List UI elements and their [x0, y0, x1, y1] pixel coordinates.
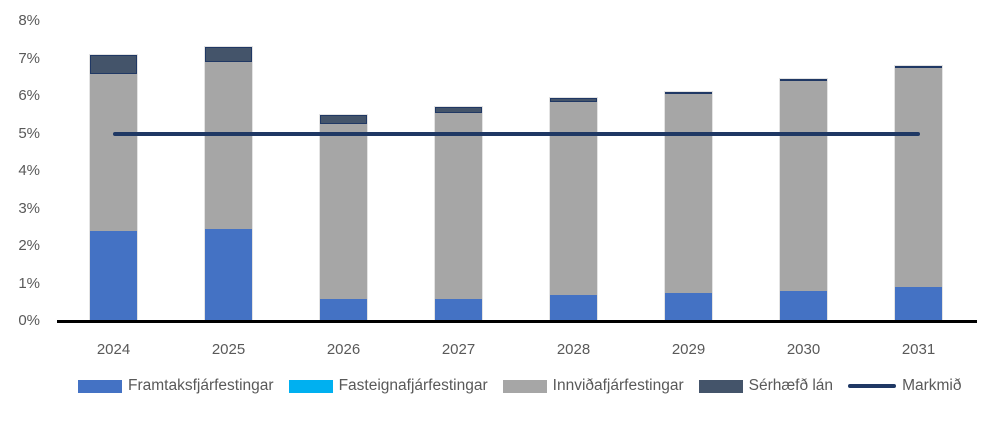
bar-segment-2030-s-rh-f-l-n	[780, 79, 827, 81]
bar-2030	[780, 79, 827, 321]
bar-segment-2028-innvi-afj-rfestingar	[550, 101, 597, 295]
bar-2024	[90, 54, 137, 321]
legend-item-framtaksfj-rfestingar: Framtaksfjárfestingar	[78, 377, 274, 395]
bar-segment-2025-s-rh-f-l-n	[205, 47, 252, 63]
y-axis-tick-5: 5%	[18, 124, 40, 142]
s-rh-f-l-n-legend-swatch-icon	[698, 379, 743, 393]
innvi-afj-rfestingar-legend-swatch-icon	[502, 379, 547, 393]
bar-segment-2026-s-rh-f-l-n	[320, 114, 367, 125]
bar-segment-2027-s-rh-f-l-n	[435, 107, 482, 113]
y-axis-tick-8: 8%	[18, 12, 40, 29]
framtaksfj-rfestingar-legend-swatch-icon	[78, 379, 122, 393]
x-axis-label-2031: 2031	[901, 341, 936, 358]
bar-segment-2024-framtaksfj-rfestingar	[90, 231, 137, 321]
legend-label-fasteignafj-rfestingar: Fasteignafjárfestingar	[338, 377, 488, 394]
x-axis-label-2025: 2025	[211, 341, 246, 358]
bar-segment-2028-s-rh-f-l-n	[550, 97, 597, 102]
legend-label-s-rh-f-l-n: Sérhæfð lán	[748, 377, 834, 394]
bar-2029	[665, 92, 712, 321]
bar-segment-2025-innvi-afj-rfestingar	[205, 62, 252, 230]
legend-item-innvi-afj-rfestingar: Innviðafjárfestingar	[502, 377, 684, 395]
bar-segment-2027-framtaksfj-rfestingar	[435, 298, 482, 321]
legend-item-s-rh-f-l-n: Sérhæfð lán	[698, 377, 834, 395]
bar-segment-2030-framtaksfj-rfestingar	[780, 291, 827, 321]
bar-segment-2030-innvi-afj-rfestingar	[780, 81, 827, 291]
markmi-legend-line-icon	[848, 384, 897, 388]
x-axis-label-2030: 2030	[786, 341, 821, 358]
bar-2025	[205, 47, 252, 321]
fasteignafj-rfestingar-legend-swatch-icon	[288, 379, 333, 393]
bar-segment-2029-framtaksfj-rfestingar	[665, 292, 712, 321]
chart-legend: Framtaksfjárfestingar Fasteignafjárfestin…	[78, 375, 961, 397]
x-axis-label-2024: 2024	[96, 341, 131, 358]
bar-segment-2031-innvi-afj-rfestingar	[895, 67, 942, 288]
x-axis-label-2026: 2026	[326, 341, 361, 358]
bar-2031	[895, 65, 942, 321]
x-axis-label-2029: 2029	[671, 341, 706, 358]
bar-segment-2031-framtaksfj-rfestingar	[895, 287, 942, 321]
x-axis-label-2028: 2028	[556, 341, 591, 358]
y-axis-tick-4: 4%	[18, 162, 40, 179]
bar-2026	[320, 114, 367, 321]
bar-2027	[435, 107, 482, 321]
legend-label-innvi-afj-rfestingar: Innviðafjárfestingar	[552, 377, 684, 394]
bar-segment-2027-innvi-afj-rfestingar	[435, 112, 482, 299]
y-axis-tick-0: 0%	[18, 312, 40, 329]
legend-label-markmi: Markmið	[902, 377, 962, 394]
bar-segment-2031-s-rh-f-l-n	[895, 65, 942, 68]
y-axis-tick-1: 1%	[18, 274, 40, 292]
bar-segment-2025-framtaksfj-rfestingar	[205, 229, 252, 321]
x-axis-line	[57, 320, 977, 323]
bar-segment-2029-innvi-afj-rfestingar	[665, 94, 712, 293]
target-line-markmi	[113, 131, 920, 136]
y-axis-tick-7: 7%	[18, 49, 40, 67]
legend-item-markmi: Markmið	[848, 377, 961, 395]
y-axis-tick-6: 6%	[18, 87, 40, 104]
bar-segment-2026-innvi-afj-rfestingar	[320, 124, 367, 299]
bar-segment-2029-s-rh-f-l-n	[665, 92, 712, 95]
bar-segment-2026-framtaksfj-rfestingar	[320, 298, 367, 321]
bar-segment-2028-framtaksfj-rfestingar	[550, 294, 597, 321]
bar-segment-2024-s-rh-f-l-n	[90, 54, 137, 74]
y-axis-tick-3: 3%	[18, 199, 40, 217]
x-axis-label-2027: 2027	[441, 341, 476, 358]
legend-item-fasteignafj-rfestingar: Fasteignafjárfestingar	[288, 377, 488, 395]
bar-segment-2024-innvi-afj-rfestingar	[90, 73, 137, 231]
legend-label-framtaksfj-rfestingar: Framtaksfjárfestingar	[128, 377, 274, 394]
y-axis-tick-2: 2%	[18, 237, 40, 254]
